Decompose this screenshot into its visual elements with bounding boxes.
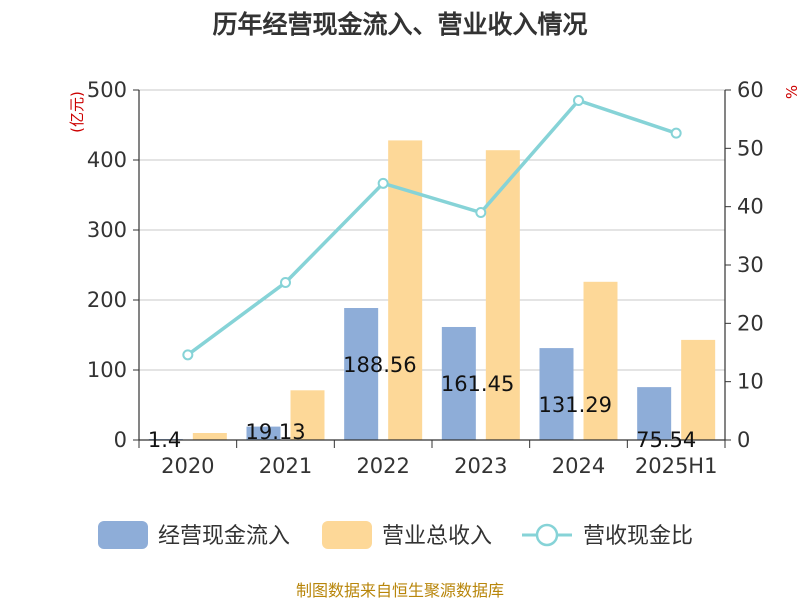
revenue-bar — [192, 433, 227, 440]
bars — [148, 140, 716, 440]
x-tick-label: 2025H1 — [635, 454, 718, 478]
gridlines — [139, 89, 725, 371]
left-tick-label: 300 — [87, 218, 127, 242]
cash-inflow-bar — [441, 326, 476, 440]
cash-inflow-data-label: 19.13 — [246, 420, 306, 444]
right-tick-label: 50 — [737, 136, 764, 160]
ratio-point — [670, 127, 682, 139]
cash-inflow-data-label: 1.4 — [148, 428, 181, 452]
right-axis-unit: % — [783, 85, 800, 99]
ratio-line-path — [186, 98, 677, 357]
legend-label-cash-inflow: 经营现金流入 — [158, 524, 290, 549]
cash-inflow-data-label: 75.54 — [636, 428, 696, 452]
ratio-point — [475, 207, 487, 218]
axes: 0 100 200 300 400 500 0 10 20 30 40 50 60 2020 2021 202… — [87, 78, 764, 478]
cash-inflow-data-label: 131.29 — [539, 393, 612, 417]
cash-inflow-bar — [539, 348, 574, 440]
ratio-point — [182, 349, 194, 361]
right-tick-label: 60 — [737, 78, 764, 102]
x-tick-label: 2021 — [259, 454, 312, 478]
x-tick-label: 2023 — [454, 454, 507, 478]
revenue-bar — [681, 339, 716, 440]
revenue-bar — [290, 390, 325, 440]
ratio-point — [377, 177, 389, 189]
x-tick-label: 2020 — [161, 454, 214, 478]
revenue-bar — [583, 281, 618, 440]
ratio-line — [182, 95, 682, 361]
left-axis-unit: (亿元) — [68, 91, 86, 133]
ratio-point — [280, 277, 291, 288]
x-tick-label: 2024 — [552, 454, 605, 478]
legend-label-ratio: 营收现金比 — [583, 524, 693, 549]
legend-swatch-cash-inflow — [98, 521, 148, 549]
cash-inflow-bar — [637, 387, 672, 440]
legend-swatch-revenue — [322, 521, 372, 549]
right-tick-label: 40 — [737, 195, 764, 219]
chart-title: 历年经营现金流入、营业收入情况 — [212, 10, 587, 39]
x-tick-label: 2022 — [356, 454, 409, 478]
right-tick-label: 30 — [737, 253, 764, 277]
legend-swatch-ratio-marker — [535, 523, 559, 547]
left-tick-label: 500 — [87, 78, 127, 102]
legend: 经营现金流入 营业总收入 营收现金比 — [98, 521, 693, 549]
revenue-bar — [485, 150, 520, 440]
left-tick-label: 0 — [114, 428, 127, 452]
source-note: 制图数据来自恒生聚源数据库 — [296, 581, 504, 600]
data-labels: 1.4 19.13 188.56 161.45 131.29 75.54 — [148, 353, 696, 452]
cash-inflow-data-label: 161.45 — [441, 372, 514, 396]
cash-inflow-bar — [246, 426, 281, 440]
left-tick-label: 100 — [87, 358, 127, 382]
cash-inflow-data-label: 188.56 — [343, 353, 416, 377]
legend-label-revenue: 营业总收入 — [382, 524, 492, 549]
cash-inflow-bar — [344, 308, 379, 440]
right-tick-label: 0 — [737, 428, 750, 452]
right-tick-label: 10 — [737, 370, 764, 394]
right-tick-label: 20 — [737, 311, 764, 335]
left-tick-label: 200 — [87, 288, 127, 312]
left-tick-label: 400 — [87, 148, 127, 172]
ratio-point — [573, 95, 584, 106]
